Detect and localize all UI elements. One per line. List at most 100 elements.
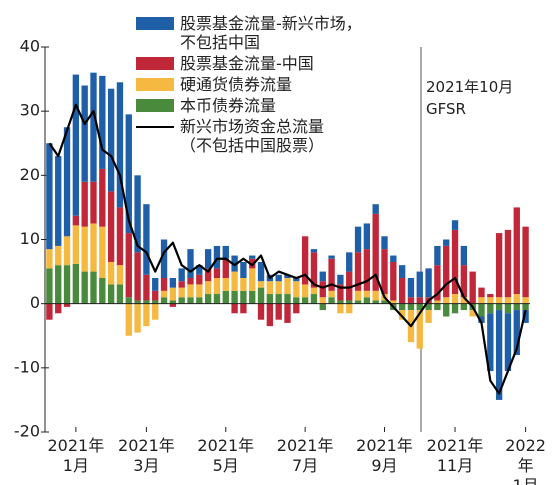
bar-segment (460, 303, 468, 311)
bar-segment (460, 297, 468, 304)
bar-segment (513, 310, 520, 355)
bar-segment (55, 303, 62, 314)
bar-segment (55, 245, 62, 266)
bar-segment (310, 249, 318, 253)
bar-segment (513, 207, 520, 295)
bar-segment (284, 303, 291, 323)
bar-segment (478, 287, 485, 298)
bar-segment (178, 268, 185, 282)
y-tick-label: 10 (20, 229, 40, 248)
bar-segment (90, 181, 97, 224)
legend-swatch (136, 57, 174, 70)
bar-segment (160, 278, 168, 291)
bar-segment (72, 215, 80, 226)
bar-segment (266, 281, 274, 295)
bar-segment (487, 294, 494, 298)
bar-segment (116, 82, 124, 208)
bar-segment (354, 290, 362, 301)
bar-segment (152, 303, 159, 320)
bar-segment (107, 191, 115, 262)
bar-segment (240, 278, 247, 291)
y-tick-label: 0 (30, 293, 40, 312)
bar-segment (99, 75, 106, 169)
bar-segment (72, 225, 80, 264)
bar-segment (319, 303, 326, 311)
x-tick-label: 2021年 7月 (276, 436, 334, 475)
bar-segment (55, 156, 62, 246)
bar-segment (337, 274, 344, 285)
bar-segment (407, 297, 415, 304)
bar-segment (434, 245, 441, 266)
bar-segment (390, 300, 397, 304)
bar-segment (125, 233, 132, 298)
bar-segment (398, 278, 406, 304)
bar-segment (196, 284, 203, 298)
bar-segment (257, 281, 265, 288)
bar-segment (169, 300, 177, 304)
bar-segment (169, 287, 177, 301)
bar-segment (487, 303, 494, 314)
bar-segment (63, 236, 71, 266)
bar-segment (407, 303, 415, 311)
y-tick-label: -20 (14, 422, 40, 441)
bar-segment (469, 271, 476, 304)
bar-segment (169, 278, 177, 288)
legend: 股票基金流量-新兴市场， 不包括中国 股票基金流量-中国 硬通货债券流量 本币债券流量… (136, 14, 362, 157)
bar-segment (125, 114, 132, 234)
bar-segment (363, 297, 371, 304)
bar-segment (231, 255, 238, 272)
bar-segment (451, 294, 459, 304)
bar-segment (319, 297, 326, 304)
legend-swatch (136, 78, 174, 91)
bar-segment (390, 261, 397, 301)
y-tick-label: 40 (20, 37, 40, 56)
bar-segment (443, 245, 450, 298)
legend-label: 本币债券流量 (180, 96, 277, 115)
bar-segment (46, 303, 53, 320)
bar-segment (266, 294, 274, 304)
legend-swatch (136, 99, 174, 112)
bar-segment (434, 300, 441, 304)
bar-segment (319, 271, 326, 282)
bar-segment (275, 281, 282, 295)
bar-segment (495, 310, 503, 400)
bar-segment (460, 265, 468, 298)
bar-segment (478, 303, 485, 317)
bar-segment (187, 284, 194, 298)
bar-segment (522, 310, 529, 323)
bar-segment (504, 303, 512, 314)
legend-item: 本币债券流量 (136, 96, 362, 115)
bar-segment (222, 278, 229, 291)
bar-segment (416, 297, 423, 304)
bar-segment (275, 294, 282, 304)
bar-segment (81, 181, 88, 227)
bar-segment (443, 303, 450, 317)
bar-segment (451, 303, 459, 314)
bar-segment (196, 265, 203, 275)
bar-segment (275, 303, 282, 320)
bar-segment (196, 274, 203, 285)
bar-segment (90, 271, 97, 304)
bar-segment (328, 255, 335, 259)
x-tick-label: 2021年 5月 (197, 436, 255, 475)
bar-segment (143, 274, 150, 301)
bar-segment (425, 310, 432, 323)
bar-segment (275, 274, 282, 282)
bar-segment (213, 278, 221, 295)
bar-segment (328, 297, 335, 304)
bar-segment (178, 281, 185, 288)
y-tick-label: -10 (14, 357, 40, 376)
bar-segment (143, 300, 150, 304)
x-tick-label: 2021年 9月 (356, 436, 413, 475)
bar-segment (443, 239, 450, 246)
bar-segment (257, 261, 265, 282)
bar-segment (451, 220, 459, 230)
bar-segment (504, 313, 512, 372)
bar-segment (495, 303, 503, 311)
bar-segment (90, 72, 97, 182)
bar-segment (81, 271, 88, 304)
x-tick-label: 2022年 1月 (505, 436, 546, 485)
bar-segment (72, 74, 80, 216)
bar-segment (469, 310, 476, 317)
